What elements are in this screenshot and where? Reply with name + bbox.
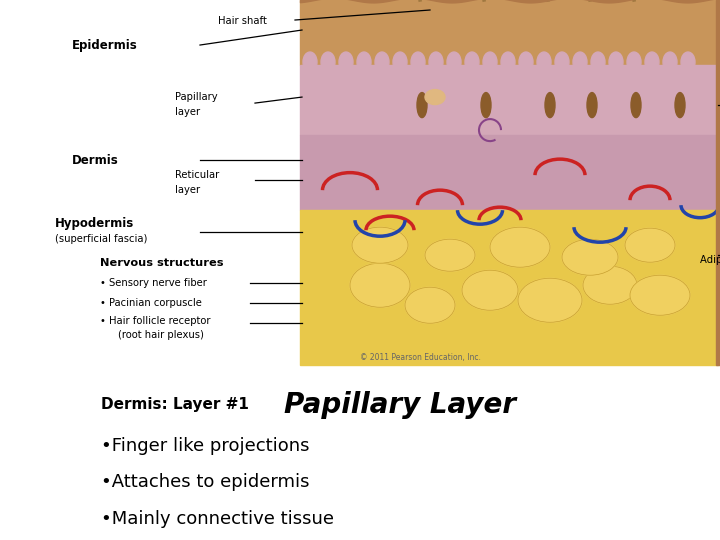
Ellipse shape bbox=[425, 239, 475, 271]
Ellipse shape bbox=[393, 52, 407, 72]
Ellipse shape bbox=[591, 52, 605, 72]
Ellipse shape bbox=[681, 52, 695, 72]
Ellipse shape bbox=[303, 52, 317, 72]
Text: Hypodermis: Hypodermis bbox=[55, 217, 134, 230]
Text: •Finger like projections: •Finger like projections bbox=[101, 437, 310, 455]
Bar bbox=[716, 0, 720, 365]
Text: • Hair follicle receptor: • Hair follicle receptor bbox=[100, 316, 210, 326]
Ellipse shape bbox=[462, 270, 518, 310]
Text: Papillary Layer: Papillary Layer bbox=[284, 391, 516, 419]
Ellipse shape bbox=[417, 92, 427, 118]
Bar bbox=[300, 210, 718, 365]
Ellipse shape bbox=[583, 266, 637, 304]
Ellipse shape bbox=[425, 90, 445, 105]
Ellipse shape bbox=[627, 52, 641, 72]
Text: • Sensory nerve fiber: • Sensory nerve fiber bbox=[100, 278, 207, 288]
Text: Papillary: Papillary bbox=[175, 92, 217, 102]
Ellipse shape bbox=[630, 275, 690, 315]
Text: •Attaches to epidermis: •Attaches to epidermis bbox=[101, 474, 310, 491]
Ellipse shape bbox=[350, 263, 410, 307]
Text: Dermis: Layer #1: Dermis: Layer #1 bbox=[101, 397, 248, 413]
Ellipse shape bbox=[518, 278, 582, 322]
Text: layer: layer bbox=[175, 185, 200, 195]
Ellipse shape bbox=[429, 52, 443, 72]
Ellipse shape bbox=[321, 52, 335, 72]
Ellipse shape bbox=[663, 52, 677, 72]
Ellipse shape bbox=[562, 239, 618, 275]
Ellipse shape bbox=[537, 52, 551, 72]
Text: (root hair plexus): (root hair plexus) bbox=[118, 330, 204, 340]
Ellipse shape bbox=[375, 52, 389, 72]
Ellipse shape bbox=[481, 92, 491, 118]
Text: •Mainly connective tissue: •Mainly connective tissue bbox=[101, 510, 334, 528]
Text: Nervous structures: Nervous structures bbox=[100, 258, 223, 268]
Text: • Pacinian corpuscle: • Pacinian corpuscle bbox=[100, 298, 202, 308]
Ellipse shape bbox=[465, 52, 479, 72]
Ellipse shape bbox=[545, 92, 555, 118]
Text: Dermis: Dermis bbox=[72, 153, 119, 167]
Ellipse shape bbox=[587, 92, 597, 118]
Ellipse shape bbox=[501, 52, 515, 72]
Text: © 2011 Pearson Education, Inc.: © 2011 Pearson Education, Inc. bbox=[360, 353, 481, 362]
Ellipse shape bbox=[625, 228, 675, 262]
Ellipse shape bbox=[573, 52, 587, 72]
Ellipse shape bbox=[447, 52, 461, 72]
Ellipse shape bbox=[519, 52, 533, 72]
Ellipse shape bbox=[631, 92, 641, 118]
Text: layer: layer bbox=[175, 107, 200, 117]
Ellipse shape bbox=[675, 92, 685, 118]
Bar bbox=[300, 0, 718, 65]
Ellipse shape bbox=[555, 52, 569, 72]
Ellipse shape bbox=[483, 52, 497, 72]
Ellipse shape bbox=[352, 227, 408, 263]
Ellipse shape bbox=[645, 52, 659, 72]
Bar bbox=[300, 135, 718, 210]
Ellipse shape bbox=[357, 52, 371, 72]
Ellipse shape bbox=[490, 227, 550, 267]
Ellipse shape bbox=[609, 52, 623, 72]
Text: Adipose tissu: Adipose tissu bbox=[700, 255, 720, 265]
Text: Reticular: Reticular bbox=[175, 170, 220, 180]
Ellipse shape bbox=[411, 52, 425, 72]
Ellipse shape bbox=[339, 52, 353, 72]
Bar bbox=[300, 65, 718, 135]
Ellipse shape bbox=[405, 287, 455, 323]
Text: Hair shaft: Hair shaft bbox=[218, 16, 267, 26]
Text: Epidermis: Epidermis bbox=[72, 38, 138, 51]
Text: (superficial fascia): (superficial fascia) bbox=[55, 234, 148, 244]
